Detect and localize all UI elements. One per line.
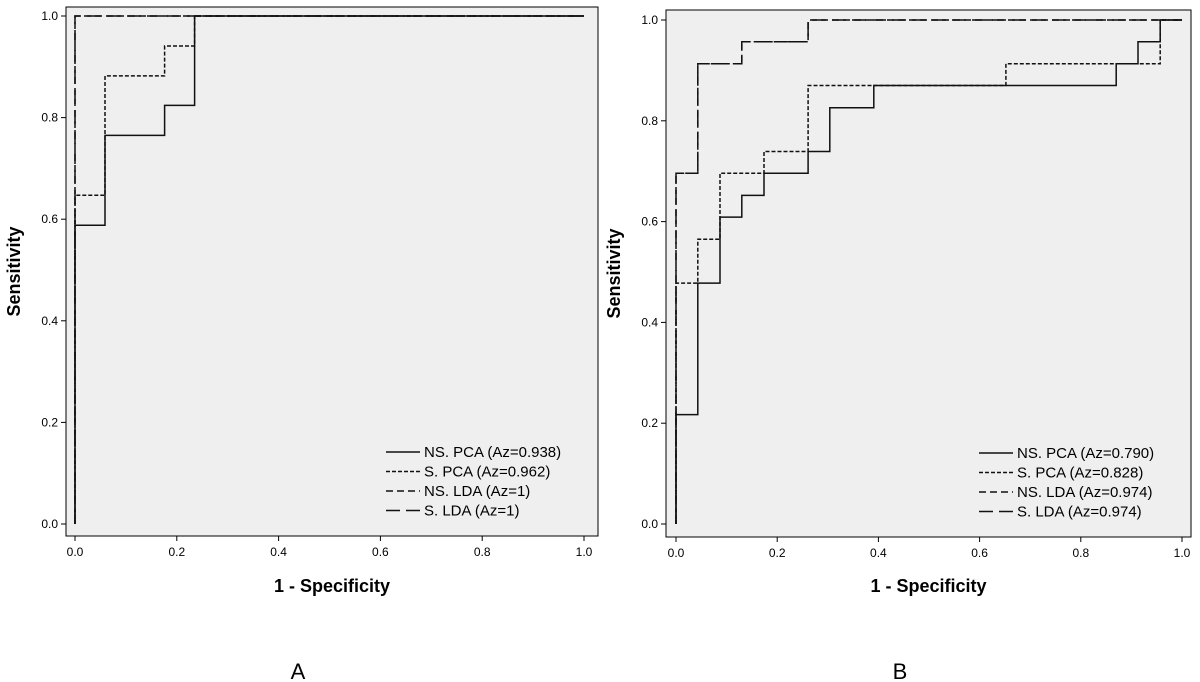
y-tick-label: 0.0 — [41, 517, 58, 531]
y-axis-title: Sensitivity — [604, 228, 624, 318]
legend-label: S. LDA (Az=0.974) — [1017, 504, 1142, 521]
x-tick-label: 0.4 — [270, 545, 287, 559]
x-axis-title: 1 - Specificity — [274, 576, 390, 596]
y-tick-label: 0.2 — [641, 416, 658, 430]
roc-panel-a: 0.0 0.2 0.4 0.6 0.8 1.0 0.0 0.2 0.4 0.6 0.8 1.0 1 - … — [4, 6, 599, 682]
x-tick-label: 0.6 — [971, 546, 988, 560]
legend-label: NS. PCA (Az=0.938) — [424, 444, 561, 461]
legend-label: S. PCA (Az=0.828) — [1017, 465, 1143, 482]
y-tick-label: 0.4 — [641, 315, 658, 329]
y-tick-label: 1.0 — [41, 9, 58, 23]
x-tick-label: 0.4 — [870, 546, 887, 560]
x-tick-label: 0.0 — [668, 546, 685, 560]
y-tick-label: 0.0 — [641, 517, 658, 531]
legend-label: NS. PCA (Az=0.790) — [1017, 445, 1154, 462]
y-axis-title: Sensitivity — [4, 226, 24, 316]
x-tick-label: 1.0 — [1174, 546, 1191, 560]
y-tick-label: 0.6 — [641, 215, 658, 229]
roc-panel-b: 0.0 0.2 0.4 0.6 0.8 1.0 0.0 0.2 0.4 0.6 0.8 1.0 1 - … — [604, 9, 1192, 682]
series-line-4 — [74, 15, 584, 524]
y-tick-label: 0.4 — [41, 314, 58, 328]
y-tick-label: 0.2 — [41, 415, 58, 429]
panel-label: A — [291, 659, 306, 682]
legend-label: S. LDA (Az=1) — [424, 503, 519, 520]
plot-area — [665, 9, 1192, 538]
legend-label: NS. LDA (Az=1) — [424, 483, 530, 500]
plot-area — [65, 6, 599, 537]
x-tick-label: 0.0 — [67, 545, 84, 559]
legend-label: NS. LDA (Az=0.974) — [1017, 484, 1152, 501]
panel-label: B — [893, 659, 908, 682]
legend-label: S. PCA (Az=0.962) — [424, 464, 550, 481]
series-line-2 — [74, 15, 584, 524]
x-tick-label: 0.2 — [168, 545, 185, 559]
x-tick-label: 0.8 — [1072, 546, 1089, 560]
x-tick-label: 0.6 — [372, 545, 389, 559]
y-tick-label: 0.8 — [41, 111, 58, 125]
series-line-4 — [675, 19, 1182, 524]
y-tick-label: 0.8 — [641, 114, 658, 128]
x-axis-title: 1 - Specificity — [870, 576, 986, 596]
x-tick-label: 1.0 — [576, 545, 593, 559]
y-tick-label: 0.6 — [41, 212, 58, 226]
y-tick-label: 1.0 — [641, 13, 658, 27]
x-tick-label: 0.2 — [769, 546, 786, 560]
series-line-2 — [675, 19, 1182, 524]
x-tick-label: 0.8 — [474, 545, 491, 559]
